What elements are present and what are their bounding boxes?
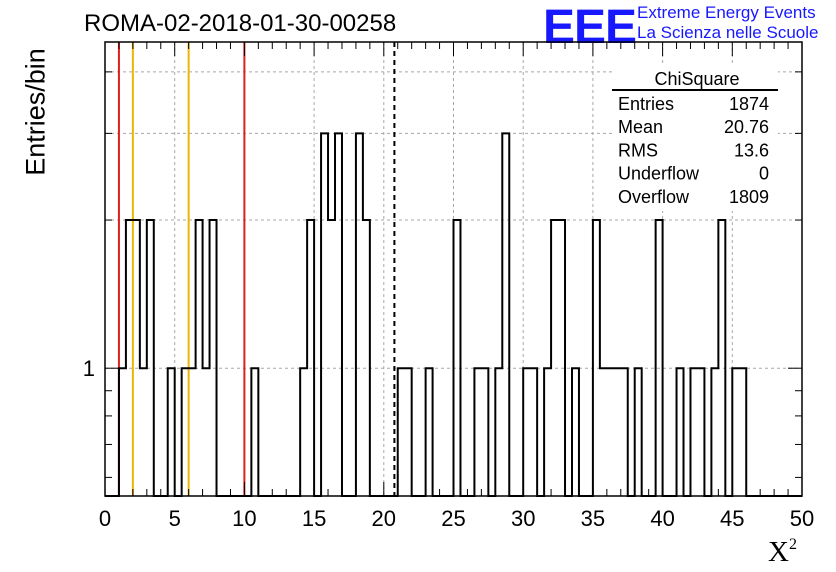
x-tick-label: 40 [650,506,674,531]
x-tick-label: 35 [581,506,605,531]
x-axis-label-superscript: 2 [788,536,797,553]
x-tick-label: 10 [232,506,256,531]
logo-text-line2: La Scienza nelle Scuole [637,23,819,42]
marker-lines [117,42,396,496]
x-tick-label: 5 [169,506,181,531]
stats-label: Overflow [618,187,690,207]
stats-title: ChiSquare [654,69,739,89]
x-tick-label: 45 [720,506,744,531]
logo-text-line1: Extreme Energy Events [637,3,816,22]
x-tick-label: 20 [372,506,396,531]
stats-box: ChiSquare Entries 1874 Mean 20.76 RMS 13.6 Unde… [612,66,778,211]
x-tick-label: 25 [441,506,465,531]
stats-label: Mean [618,117,663,137]
x-axis-label-base: X [768,536,789,568]
x-tick-label: 15 [302,506,326,531]
stats-value: 1874 [729,94,769,114]
x-tick-label: 50 [790,506,814,531]
stats-value: 1809 [729,187,769,207]
stats-label: RMS [618,140,658,160]
stats-value: 20.76 [724,117,769,137]
x-axis-label: X2 [768,536,797,569]
chart-title: ROMA-02-2018-01-30-00258 [84,10,397,37]
stats-label: Entries [618,94,674,114]
stats-value: 13.6 [734,140,769,160]
axis-ticks: 0 5 10 15 20 25 30 35 40 45 50 1 [83,42,814,531]
y-tick-label: 1 [83,356,95,381]
histogram-outline [105,132,802,497]
stats-value: 0 [759,164,769,184]
eee-logo: EEE [543,1,637,54]
stats-label: Underflow [618,164,700,184]
x-tick-label: 30 [511,506,535,531]
x-tick-label: 0 [99,506,111,531]
